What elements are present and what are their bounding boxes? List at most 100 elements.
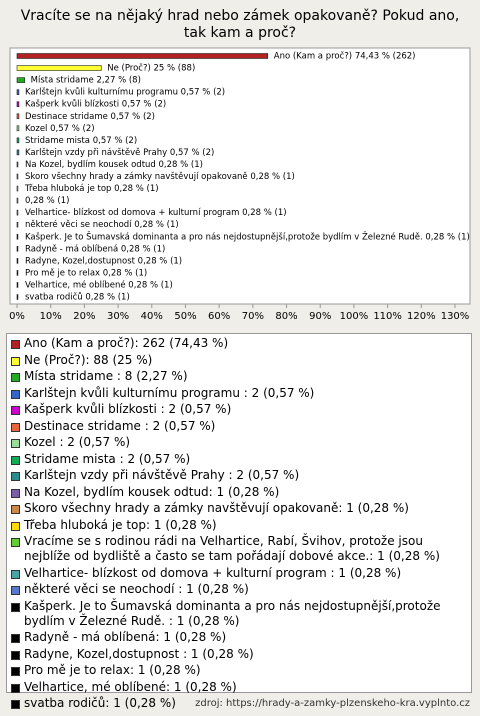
x-tick-label: 120% — [407, 311, 436, 322]
bar — [16, 161, 19, 168]
legend-label: Na Kozel, bydlím kousek odtud: 1 (0,28 %… — [24, 484, 280, 499]
x-tick-label: 110% — [373, 311, 402, 322]
chart-title: Vracíte se na nějaký hrad nebo zámek opa… — [21, 8, 460, 41]
legend-label: Vracíme se s rodinou rádi na Velhartice,… — [24, 534, 440, 563]
legend-item: Kašperk. Je to Šumavská dominanta a pro … — [11, 599, 467, 629]
value-label: Kašperk kvůli blízkosti 0,57 % (2) — [25, 99, 166, 110]
legend-item: svatba rodičů: 1 (0,28 %) — [11, 696, 467, 711]
legend-label: Kozel : 2 (0,57 %) — [24, 435, 131, 449]
legend-item: Destinace stridame : 2 (0,57 %) — [11, 419, 467, 434]
value-label: Velhartice, mé oblíbené 0,28 % (1) — [25, 279, 173, 290]
value-label: Třeba hluboká je top 0,28 % (1) — [24, 184, 159, 194]
legend-swatch — [11, 356, 20, 366]
legend-swatch — [11, 569, 20, 579]
value-label: Kašperk. Je to Šumavská dominanta a pro … — [25, 230, 470, 242]
value-label: Na Kozel, bydlím kousek odtud 0,28 % (1) — [25, 160, 203, 170]
bar — [16, 137, 20, 144]
bar — [16, 101, 20, 107]
legend-swatch — [11, 439, 20, 448]
legend-label: Velhartice, mé oblíbené: 1 (0,28 %) — [24, 679, 237, 694]
legend-label: svatba rodičů: 1 (0,28 %) — [24, 696, 176, 710]
legend-item: Vracíme se s rodinou rádi na Velhartice,… — [11, 534, 467, 564]
legend-item: Pro mě je to relax: 1 (0,28 %) — [11, 663, 467, 678]
legend-swatch — [11, 472, 20, 481]
x-tick-label: 70% — [242, 311, 264, 322]
legend-label: některé věci se neochodí : 1 (0,28 %) — [24, 582, 249, 596]
chart: Vracíte se na nějaký hrad nebo zámek opa… — [9, 8, 471, 322]
legend-label: Karlštejn kvůli kulturnímu programu : 2 … — [24, 385, 315, 400]
legend-item: Radyně - má oblíbená: 1 (0,28 %) — [11, 630, 467, 645]
legend-item: Třeba hluboká je top: 1 (0,28 %) — [11, 518, 467, 533]
x-tick-label: 60% — [208, 311, 230, 322]
legend-label: Destinace stridame : 2 (0,57 %) — [24, 418, 216, 433]
legend-item: Karlštejn kvůli kulturnímu programu : 2 … — [11, 386, 467, 401]
bar — [16, 77, 25, 83]
bar — [16, 197, 19, 204]
legend-swatch — [11, 700, 20, 709]
legend-swatch — [11, 455, 20, 465]
bar — [16, 270, 19, 276]
legend-label: Ne (Proč?): 88 (25 %) — [24, 352, 153, 367]
legend-swatch — [11, 538, 20, 547]
legend-swatch — [11, 521, 20, 531]
bar — [16, 125, 20, 132]
x-tick-label: 20% — [73, 311, 95, 322]
legend-swatch — [11, 634, 20, 643]
bar — [16, 113, 20, 120]
legend-item: Kašperk kvůli blízkosti : 2 (0,57 %) — [11, 402, 467, 417]
x-tick-label: 40% — [141, 311, 163, 322]
legend-label: Třeba hluboká je top: 1 (0,28 %) — [24, 517, 217, 532]
bar — [16, 89, 20, 95]
legend-label: Stridame mista : 2 (0,57 %) — [24, 451, 191, 466]
legend-item: Místa stridame : 8 (2,27 %) — [11, 369, 467, 384]
bar — [16, 149, 20, 156]
bar — [16, 233, 19, 240]
x-tick-label: 90% — [309, 311, 331, 322]
legend-swatch — [11, 406, 20, 415]
legend-item: Na Kozel, bydlím kousek odtud: 1 (0,28 %… — [11, 485, 467, 500]
legend-label: Kašperk. Je to Šumavská dominanta a pro … — [24, 598, 441, 628]
x-tick-label: 30% — [107, 311, 129, 322]
legend-swatch — [11, 389, 20, 399]
value-label: Stridame mista 0,57 % (2) — [25, 136, 137, 146]
value-label: Ano (Kam a proč?) 74,43 % (262) — [274, 51, 416, 62]
value-label: Pro mě je to relax 0,28 % (1) — [25, 268, 147, 278]
legend-swatch — [11, 488, 20, 498]
value-label: Velhartice- blízkost od domova + kulturn… — [25, 208, 287, 218]
bar — [16, 173, 19, 180]
legend-item: Ano (Kam a proč?): 262 (74,43 %) — [11, 336, 467, 351]
source: zdroj: https://hrady-a-zamky-plzenskeho-… — [195, 698, 470, 709]
legend: Ano (Kam a proč?): 262 (74,43 %) Ne (Proč… — [6, 333, 472, 710]
legend-item: Karlštejn vzdy při návštěvě Prahy : 2 (0… — [11, 468, 467, 483]
x-tick-label: 80% — [275, 311, 297, 322]
value-label: Karlštejn kvůli kulturnímu programu 0,57… — [25, 87, 225, 98]
value-label: Radyne, Kozel,dostupnost 0,28 % (1) — [25, 256, 182, 266]
legend-swatch — [11, 505, 20, 514]
value-label: Karlštejn vzdy při návštěvě Prahy 0,57 %… — [25, 147, 214, 158]
x-tick-label: 130% — [441, 311, 470, 322]
value-label: Kozel 0,57 % (2) — [25, 124, 95, 134]
bar — [16, 53, 269, 59]
legend-item: Velhartice- blízkost od domova + kulturn… — [11, 566, 467, 581]
legend-label: Velhartice- blízkost od domova + kulturn… — [24, 565, 402, 580]
bar — [16, 209, 19, 216]
bar — [16, 258, 19, 264]
legend-item: Stridame mista : 2 (0,57 %) — [11, 452, 467, 467]
bar — [16, 282, 19, 288]
value-label: některé věci se neochodí 0,28 % (1) — [25, 219, 179, 230]
legend-label: Místa stridame : 8 (2,27 %) — [24, 369, 188, 383]
value-label: Skoro všechny hrady a zámky navštěvují o… — [25, 171, 295, 182]
legend-label: Radyne, Kozel,dostupnost : 1 (0,28 %) — [24, 646, 254, 661]
legend-item: Velhartice, mé oblíbené: 1 (0,28 %) — [11, 680, 467, 695]
bar — [16, 185, 19, 192]
legend-item: Kozel : 2 (0,57 %) — [11, 435, 467, 450]
bar — [16, 221, 19, 228]
legend-label: Ano (Kam a proč?): 262 (74,43 %) — [24, 336, 229, 350]
legend-label: Kašperk kvůli blízkosti : 2 (0,57 %) — [24, 402, 232, 416]
value-label: Radyně - má oblíbená 0,28 % (1) — [25, 244, 165, 254]
legend-swatch — [11, 683, 20, 693]
legend-item: Radyne, Kozel,dostupnost : 1 (0,28 %) — [11, 647, 467, 662]
x-tick-label: 100% — [340, 311, 369, 322]
legend-swatch — [11, 422, 20, 432]
legend-label: Pro mě je to relax: 1 (0,28 %) — [24, 663, 201, 677]
